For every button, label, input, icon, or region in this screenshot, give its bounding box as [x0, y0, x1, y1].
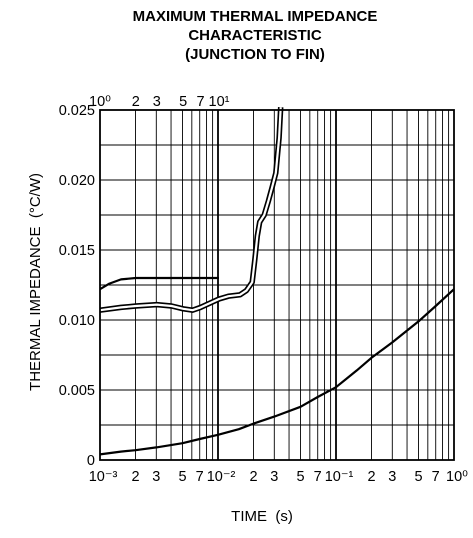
y-axis-label: THERMAL IMPEDANCE (°C/W): [27, 173, 44, 391]
top-x-tick-label: 3: [153, 94, 161, 110]
grid: [100, 110, 454, 460]
x-tick-label: 7: [314, 469, 322, 485]
series-line-2-core: [99, 107, 282, 312]
top-x-tick-label: 2: [132, 94, 140, 110]
x-tick-label: 2: [131, 469, 139, 485]
x-tick-label: 10⁰: [446, 469, 468, 485]
x-axis-label: TIME (s): [231, 508, 293, 525]
plot-frame: [99, 109, 455, 461]
top-x-tick-label: 10⁰: [89, 94, 111, 110]
x-tick-label: 2: [367, 469, 375, 485]
series-line-0: [99, 288, 455, 456]
x-tick-label: 5: [296, 469, 304, 485]
y-tick-label: 0.010: [59, 313, 95, 329]
x-tick-label: 3: [270, 469, 278, 485]
y-tick-label: 0.005: [59, 383, 95, 399]
plot-border: [99, 109, 455, 461]
chart-title-line-1: MAXIMUM THERMAL IMPEDANCE: [132, 8, 378, 25]
x-tick-label: 7: [432, 469, 440, 485]
x-tick-label: 10⁻¹: [325, 469, 354, 485]
x-tick-label: 3: [388, 469, 396, 485]
chart-title-line-2: CHARACTERISTIC: [188, 27, 322, 44]
x-tick-label: 5: [178, 469, 186, 485]
x-tick-label: 7: [196, 469, 204, 485]
series-line-1: [99, 276, 219, 291]
x-tick-label: 10⁻²: [207, 469, 236, 485]
chart-title-line-3: (JUNCTION TO FIN): [185, 46, 325, 63]
x-tick-label: 3: [152, 469, 160, 485]
y-tick-label: 0: [87, 453, 95, 469]
y-tick-label: 0.025: [59, 103, 95, 119]
x-tick-label: 5: [414, 469, 422, 485]
x-tick-label: 10⁻³: [89, 469, 118, 485]
top-x-tick-label: 5: [179, 94, 187, 110]
top-x-tick-label: 10¹: [209, 94, 230, 110]
x-tick-label: 2: [249, 469, 257, 485]
y-tick-label: 0.020: [59, 173, 95, 189]
y-tick-label: 0.015: [59, 243, 95, 259]
curves: [99, 107, 455, 456]
top-x-tick-label: 7: [197, 94, 205, 110]
